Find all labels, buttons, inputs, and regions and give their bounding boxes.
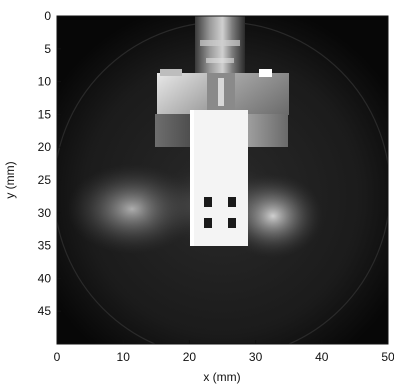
connector-collar	[200, 40, 240, 46]
y-tick-label: 10	[38, 75, 52, 89]
mount-top-right	[233, 73, 289, 115]
y-tick-label: 40	[38, 271, 52, 285]
mount-cap-left	[160, 69, 182, 76]
x-tick-label: 40	[315, 350, 329, 364]
y-tick-label: 45	[38, 304, 52, 318]
y-tick-label: 30	[38, 206, 52, 220]
plot-area	[57, 16, 388, 344]
y-tick-label: 20	[38, 140, 52, 154]
connector-collar-2	[206, 58, 234, 63]
antenna-patch-edge	[190, 110, 194, 246]
y-axis-label: y (mm)	[3, 161, 17, 198]
y-tick-label: 35	[38, 239, 52, 253]
slot-top-right	[228, 197, 236, 207]
y-tick-label: 15	[38, 107, 52, 121]
antenna-patch	[190, 110, 248, 246]
x-tick-label: 30	[249, 350, 263, 364]
mount-center-highlight	[218, 78, 224, 106]
x-axis-label: x (mm)	[203, 370, 240, 384]
slot-bottom-right	[228, 218, 236, 228]
x-tick-label: 20	[183, 350, 197, 364]
y-tick-label: 0	[44, 9, 51, 23]
x-tick-label: 0	[54, 350, 61, 364]
mount-top-left	[157, 73, 209, 115]
slot-top-left	[204, 197, 212, 207]
mount-notch-right	[259, 69, 272, 77]
crossbar-left	[155, 114, 195, 147]
y-tick-label: 25	[38, 173, 52, 187]
x-axis: 0 10 20 30 40 50	[54, 340, 394, 364]
crossbar-right	[248, 114, 288, 147]
x-tick-label: 10	[117, 350, 131, 364]
y-axis: 0 5 10 15 20 25 30 35 40 45	[38, 9, 61, 318]
slot-bottom-left	[204, 218, 212, 228]
x-tick-label: 50	[381, 350, 394, 364]
y-tick-label: 5	[44, 42, 51, 56]
